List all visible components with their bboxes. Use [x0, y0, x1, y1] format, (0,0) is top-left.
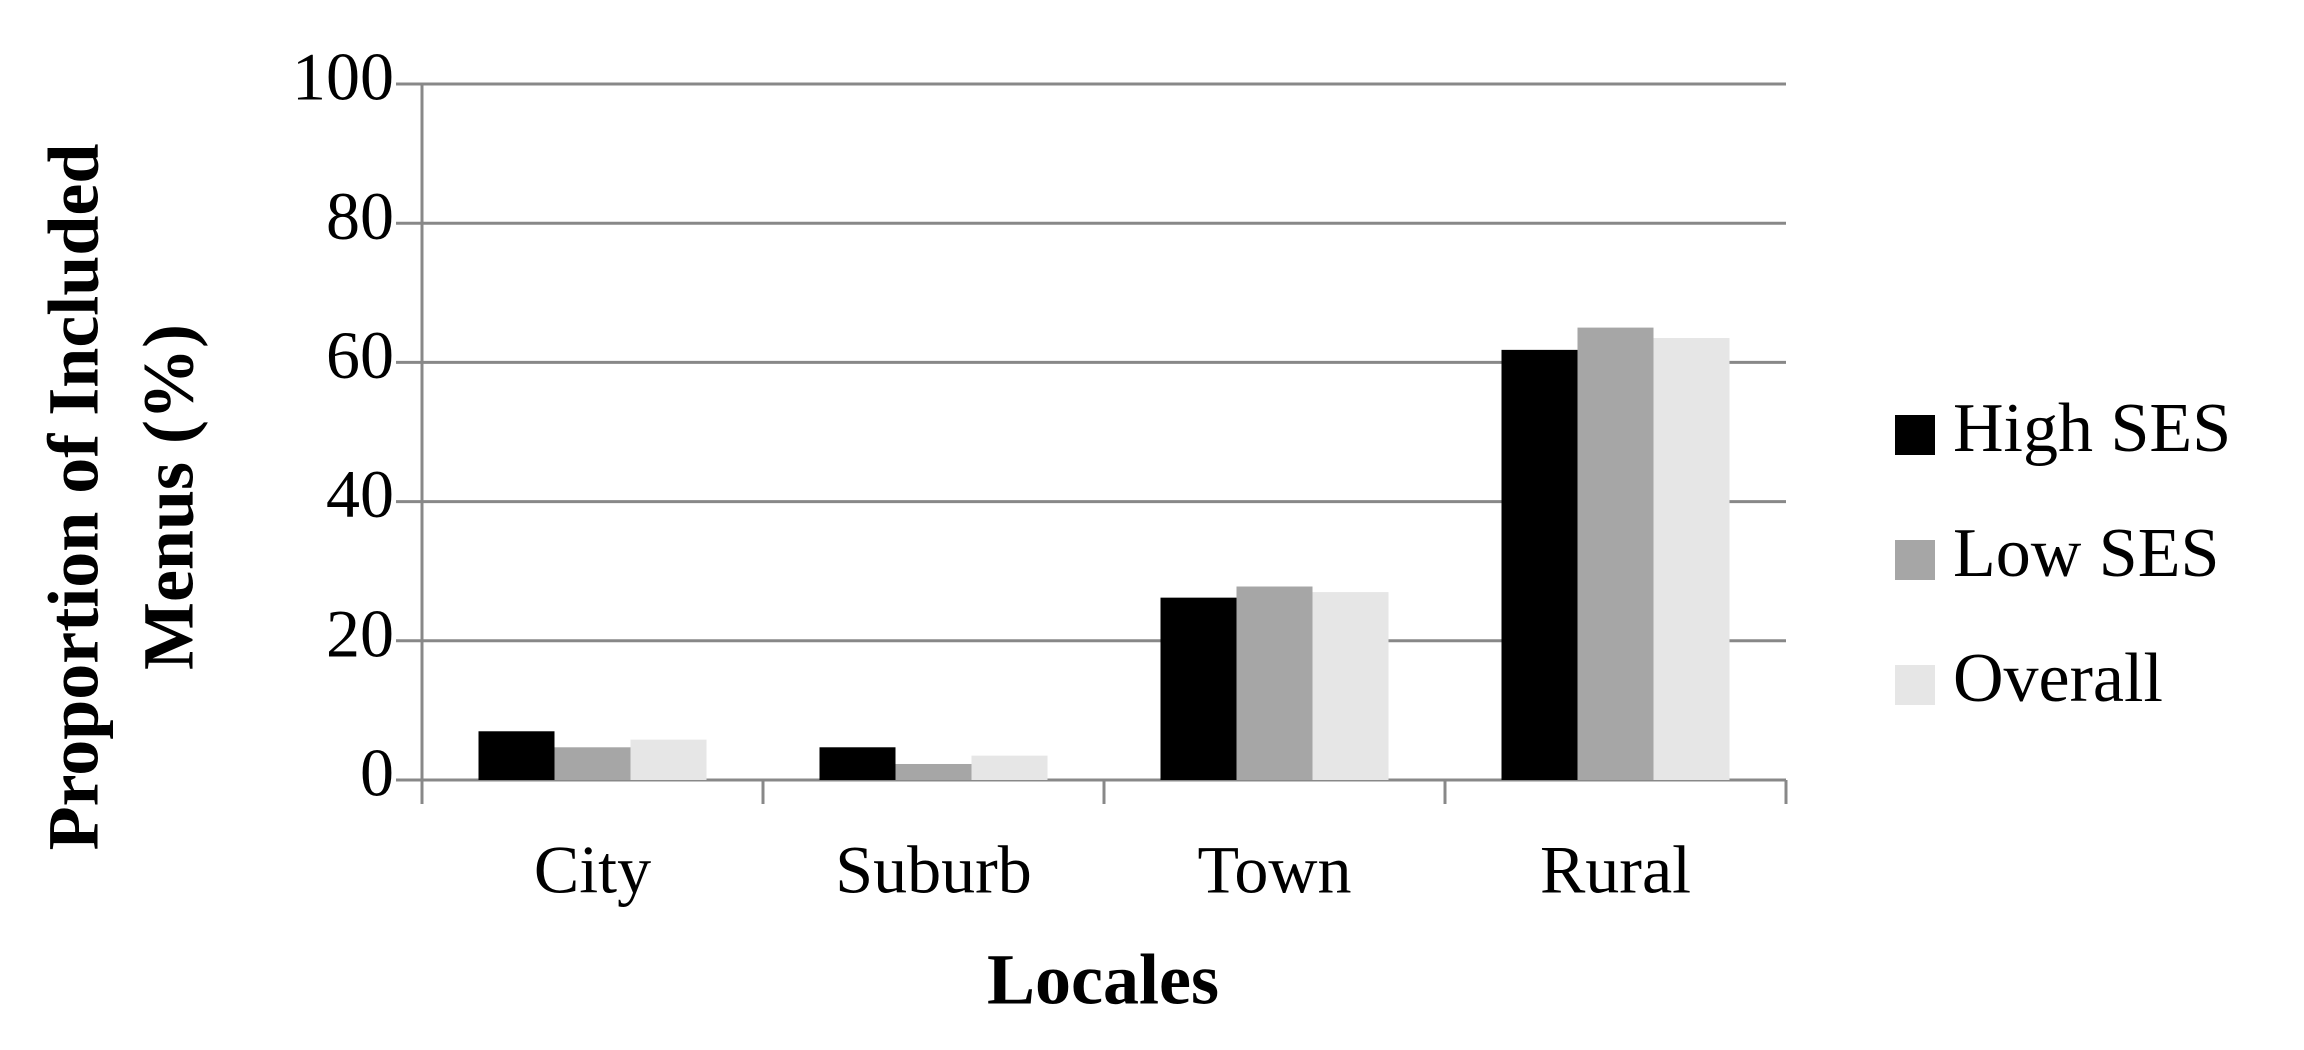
- legend-swatch: [1895, 415, 1935, 455]
- x-tick-label: City: [534, 832, 651, 908]
- x-tick-label: Town: [1198, 832, 1352, 908]
- y-tick-label: 20: [326, 595, 394, 671]
- y-tick-label: 0: [360, 735, 394, 811]
- bar: [1501, 349, 1578, 780]
- bar: [554, 747, 631, 780]
- bar: [1160, 597, 1237, 780]
- x-tick-label: Suburb: [835, 832, 1031, 908]
- bar: [630, 739, 707, 780]
- bar: [1653, 338, 1730, 780]
- y-axis-label-line: Proportion of Included: [34, 144, 114, 851]
- y-axis-label-line: Menus (%): [129, 324, 209, 670]
- legend-label: Low SES: [1953, 515, 2219, 592]
- x-axis-label: Locales: [987, 940, 1219, 1020]
- bar: [1577, 327, 1654, 780]
- y-tick-label: 40: [326, 456, 394, 532]
- bar: [478, 731, 555, 780]
- bar: [1236, 586, 1313, 780]
- legend-swatch: [1895, 540, 1935, 580]
- x-tick-label: Rural: [1540, 832, 1691, 908]
- bar: [971, 755, 1048, 780]
- bar: [1312, 592, 1389, 780]
- y-tick-label: 100: [292, 39, 394, 115]
- legend-label: High SES: [1953, 390, 2231, 467]
- legend-swatch: [1895, 665, 1935, 705]
- bar: [819, 747, 896, 780]
- y-axis-label: Proportion of Included Menus (%): [34, 144, 209, 851]
- y-tick-label: 60: [326, 317, 394, 393]
- y-tick-label: 80: [326, 178, 394, 254]
- bar: [895, 763, 972, 780]
- legend-label: Overall: [1953, 640, 2163, 717]
